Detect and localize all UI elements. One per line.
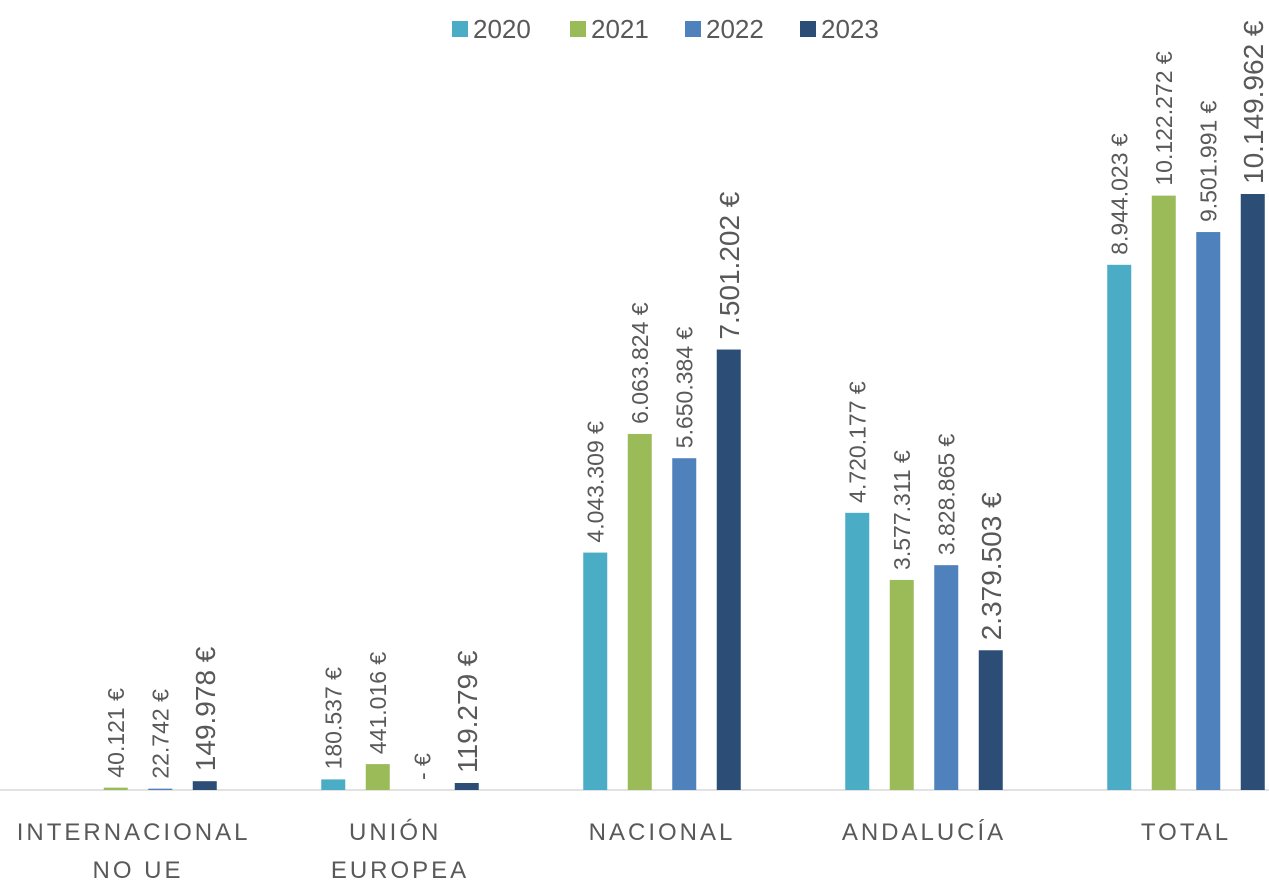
legend-label: 2022 xyxy=(706,14,764,44)
x-tick-label: UNIÓN EUROPEA xyxy=(331,819,469,882)
data-label: 119.279 € xyxy=(452,650,483,773)
data-label: 149.978 € xyxy=(190,646,221,771)
data-label: 4.720.177 € xyxy=(845,381,871,503)
bar xyxy=(627,433,652,790)
legend-swatch xyxy=(685,21,701,37)
bar xyxy=(1107,264,1132,791)
data-label: 10.149.962 € xyxy=(1238,20,1269,184)
data-label: 180.537 € xyxy=(321,667,347,770)
legend-label: 2020 xyxy=(473,14,531,44)
bar xyxy=(148,788,173,790)
bar xyxy=(365,764,390,790)
data-label: 10.122.272 € xyxy=(1151,51,1177,186)
x-tick-label: ANDALUCÍA xyxy=(842,819,1006,846)
bar xyxy=(978,650,1003,790)
data-label: - € xyxy=(410,753,436,780)
bar xyxy=(1240,194,1265,790)
bar xyxy=(845,512,870,790)
bar xyxy=(934,565,959,790)
data-label: 22.742 € xyxy=(148,689,174,779)
x-tick-label: TOTAL xyxy=(1141,819,1231,846)
data-label: 7.501.202 € xyxy=(714,191,745,339)
bar xyxy=(716,349,741,790)
legend-swatch xyxy=(800,21,816,37)
bar xyxy=(454,782,479,790)
legend-label: 2021 xyxy=(591,14,649,44)
bar xyxy=(1196,232,1221,791)
bar xyxy=(192,781,217,790)
data-label: 3.828.865 € xyxy=(934,433,960,555)
legend-swatch xyxy=(570,21,586,37)
x-tick-label: NACIONAL xyxy=(589,819,736,846)
bar xyxy=(103,787,128,790)
data-label: 40.121 € xyxy=(103,688,129,778)
bar xyxy=(889,579,914,790)
data-label: 2.379.503 € xyxy=(976,492,1007,640)
data-label: 5.650.384 € xyxy=(672,327,698,449)
data-label: 6.063.824 € xyxy=(627,302,653,424)
data-label: 4.043.309 € xyxy=(583,421,609,543)
bar xyxy=(321,779,346,790)
data-label: 9.501.991 € xyxy=(1196,100,1222,222)
bar xyxy=(1151,195,1176,790)
bar xyxy=(583,552,608,790)
data-label: 8.944.023 € xyxy=(1107,133,1133,255)
data-label: 3.577.311 € xyxy=(889,450,915,570)
data-label: 441.016 € xyxy=(365,652,391,755)
x-tick-label: INTERNACIONAL NO UE xyxy=(17,819,259,882)
legend-swatch xyxy=(452,21,468,37)
bar xyxy=(672,458,697,790)
legend-label: 2023 xyxy=(821,14,879,44)
